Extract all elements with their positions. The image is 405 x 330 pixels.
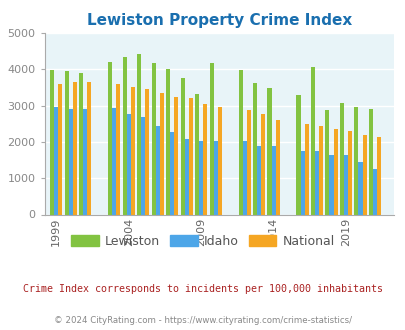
Bar [72, 82, 77, 214]
Text: © 2024 CityRating.com - https://www.cityrating.com/crime-statistics/: © 2024 CityRating.com - https://www.city… [54, 316, 351, 325]
Bar [174, 97, 178, 214]
Bar [202, 104, 207, 214]
Bar [122, 57, 126, 215]
Bar [343, 155, 347, 214]
Bar [137, 54, 141, 214]
Bar [170, 132, 174, 214]
Bar [296, 95, 300, 214]
Bar [329, 154, 333, 214]
Text: Crime Index corresponds to incidents per 100,000 inhabitants: Crime Index corresponds to incidents per… [23, 284, 382, 294]
Bar [209, 63, 213, 214]
Bar [159, 93, 163, 214]
Bar [362, 135, 366, 214]
Bar [310, 67, 314, 214]
Bar [242, 141, 246, 214]
Bar [339, 103, 343, 214]
Bar [347, 131, 351, 214]
Bar [271, 146, 275, 214]
Bar [238, 70, 242, 214]
Bar [194, 94, 198, 214]
Bar [304, 124, 308, 214]
Bar [376, 137, 380, 214]
Bar [108, 62, 112, 214]
Bar [166, 69, 170, 214]
Bar [275, 120, 279, 214]
Bar [333, 129, 337, 214]
Bar [87, 82, 91, 214]
Bar [83, 109, 87, 214]
Bar [54, 108, 58, 214]
Bar [358, 162, 362, 214]
Bar [188, 98, 192, 214]
Bar [198, 141, 202, 214]
Bar [246, 110, 250, 214]
Bar [184, 139, 188, 214]
Bar [213, 141, 217, 214]
Bar [130, 87, 134, 214]
Bar [79, 73, 83, 214]
Bar [112, 108, 116, 214]
Bar [151, 63, 155, 214]
Bar [368, 109, 372, 214]
Bar [256, 146, 260, 214]
Bar [260, 114, 264, 214]
Bar [372, 169, 376, 214]
Bar [68, 109, 72, 214]
Bar [116, 84, 120, 214]
Bar [141, 117, 145, 214]
Legend: Lewiston, Idaho, National: Lewiston, Idaho, National [66, 230, 339, 253]
Bar [58, 84, 62, 214]
Bar [217, 107, 221, 214]
Bar [325, 110, 329, 214]
Bar [155, 126, 159, 214]
Bar [300, 150, 304, 214]
Bar [318, 125, 322, 214]
Title: Lewiston Property Crime Index: Lewiston Property Crime Index [86, 13, 351, 28]
Bar [252, 83, 256, 214]
Bar [50, 70, 54, 214]
Bar [267, 88, 271, 214]
Bar [145, 89, 149, 214]
Bar [64, 71, 68, 215]
Bar [180, 79, 184, 214]
Bar [354, 107, 358, 214]
Bar [314, 150, 318, 214]
Bar [126, 114, 130, 214]
